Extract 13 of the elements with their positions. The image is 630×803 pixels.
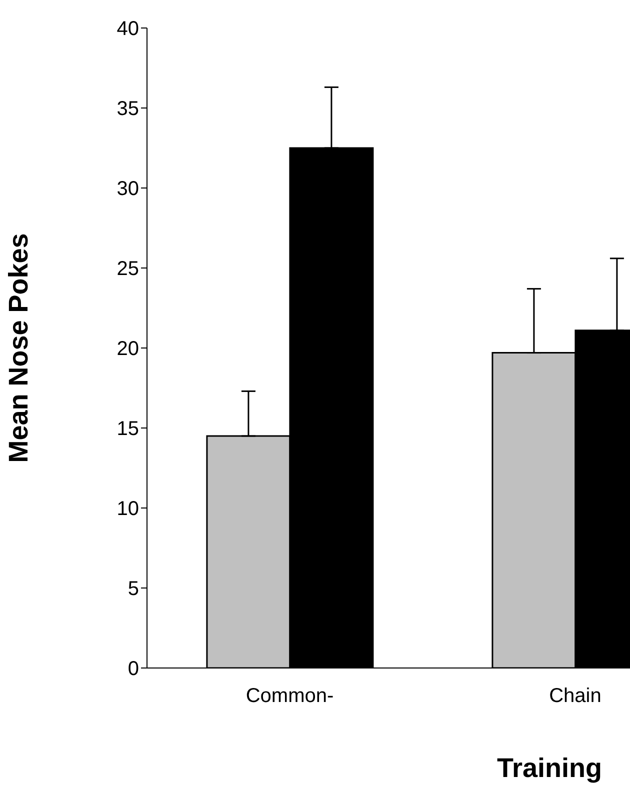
y-tick-label: 15 [116,418,139,440]
y-tick-label: 35 [116,98,139,120]
y-tick-label: 5 [128,578,139,600]
y-tick-label: 20 [116,338,139,360]
y-tick-label: 30 [116,178,139,200]
y-tick-label: 25 [116,258,139,280]
y-axis-title: Mean Nose Pokes [4,233,34,463]
y-tick-label: 40 [116,18,139,40]
x-axis-title: Training [497,753,602,784]
y-tick-label: 0 [128,658,139,680]
x-tick-label: Common- [246,685,334,708]
x-tick-label: Chain [549,685,602,708]
y-tick-label: 10 [116,498,139,520]
